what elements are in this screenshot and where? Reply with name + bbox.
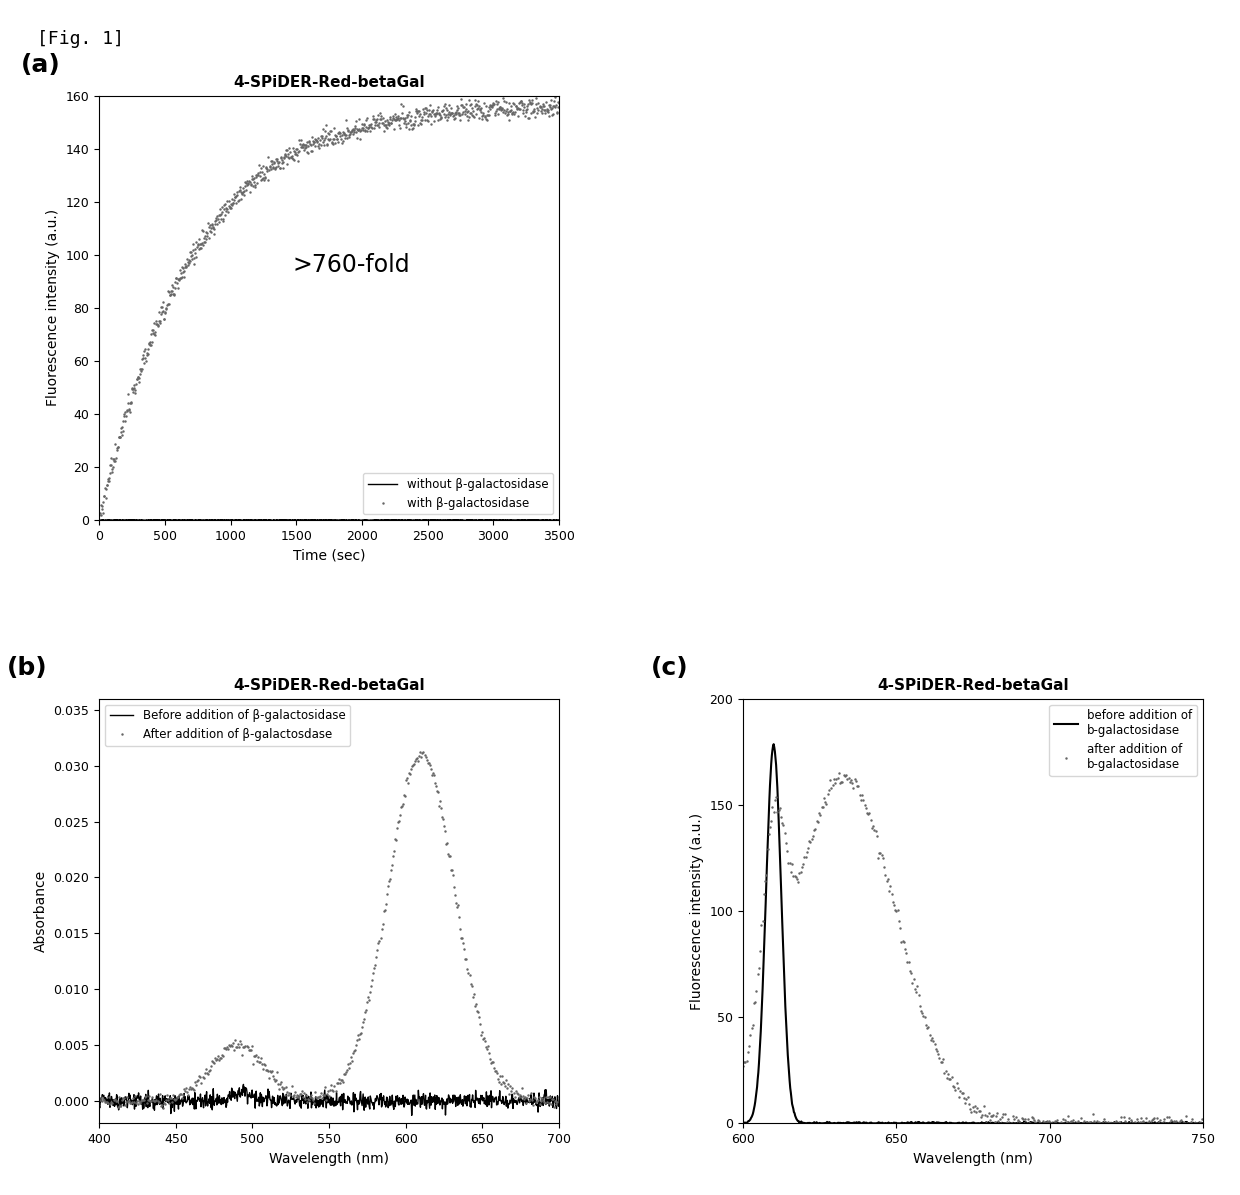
- Before addition of β-galactosidase: [289, 1092, 304, 1107]
- after addition of
b-galactosidase: [966, 1104, 981, 1119]
- before addition of
b-galactosidase: [735, 1116, 750, 1130]
- before addition of
b-galactosidase: [1195, 1116, 1210, 1130]
- after addition of
b-galactosidase: [894, 934, 909, 949]
- before addition of
b-galactosidase: [1100, 1116, 1115, 1130]
- Line: after addition of
b-galactosidase: after addition of b-galactosidase: [742, 772, 1203, 1124]
- Title: 4-SPiDER-Red-betaGal: 4-SPiDER-Red-betaGal: [233, 679, 425, 693]
- Legend: before addition of
b-galactosidase, after addition of
b-galactosidase: before addition of b-galactosidase, afte…: [1049, 705, 1197, 776]
- Text: [Fig. 1]: [Fig. 1]: [37, 30, 124, 48]
- with β-galactosidase: [92, 513, 107, 527]
- Text: >760-fold: >760-fold: [293, 253, 410, 277]
- After addition of β-galactosdase: [92, 1098, 107, 1113]
- After addition of β-galactosdase: [352, 1031, 367, 1046]
- without β-galactosidase: [552, 513, 567, 527]
- after addition of
b-galactosidase: [884, 887, 899, 901]
- with β-galactosidase: [526, 104, 541, 118]
- Before addition of β-galactosidase: [236, 1077, 250, 1091]
- with β-galactosidase: [269, 154, 284, 168]
- Y-axis label: Absorbance: Absorbance: [33, 870, 48, 952]
- with β-galactosidase: [363, 117, 378, 131]
- after addition of
b-galactosidase: [1013, 1116, 1028, 1130]
- X-axis label: Wavelength (nm): Wavelength (nm): [269, 1152, 389, 1165]
- without β-galactosidase: [258, 513, 273, 527]
- Before addition of β-galactosidase: [92, 1091, 107, 1105]
- with β-galactosidase: [495, 100, 510, 115]
- Before addition of β-galactosidase: [439, 1097, 454, 1111]
- Text: (a): (a): [21, 53, 61, 78]
- After addition of β-galactosdase: [143, 1093, 157, 1108]
- with β-galactosidase: [552, 96, 567, 110]
- After addition of β-galactosdase: [427, 768, 441, 783]
- without β-galactosidase: [384, 513, 399, 527]
- without β-galactosidase: [472, 513, 487, 527]
- After addition of β-galactosdase: [551, 1090, 565, 1104]
- with β-galactosidase: [92, 508, 107, 522]
- without β-galactosidase: [187, 513, 202, 527]
- Title: 4-SPiDER-Red-betaGal: 4-SPiDER-Red-betaGal: [877, 679, 1069, 693]
- before addition of
b-galactosidase: [1006, 1116, 1021, 1130]
- X-axis label: Time (sec): Time (sec): [293, 549, 366, 563]
- after addition of
b-galactosidase: [1179, 1109, 1194, 1123]
- Y-axis label: Fluorescence intensity (a.u.): Fluorescence intensity (a.u.): [689, 813, 704, 1010]
- before addition of
b-galactosidase: [823, 1116, 838, 1130]
- Text: (b): (b): [7, 656, 48, 680]
- without β-galactosidase: [365, 513, 379, 527]
- after addition of
b-galactosidase: [978, 1116, 993, 1130]
- before addition of
b-galactosidase: [766, 737, 781, 752]
- without β-galactosidase: [516, 513, 531, 527]
- After addition of β-galactosdase: [413, 744, 428, 759]
- Before addition of β-galactosidase: [212, 1096, 227, 1110]
- before addition of
b-galactosidase: [942, 1116, 957, 1130]
- before addition of
b-galactosidase: [888, 1116, 903, 1130]
- with β-galactosidase: [315, 135, 330, 149]
- After addition of β-galactosdase: [533, 1093, 548, 1108]
- after addition of
b-galactosidase: [1195, 1113, 1210, 1127]
- Y-axis label: Fluorescence intensity (a.u.): Fluorescence intensity (a.u.): [46, 209, 60, 406]
- after addition of
b-galactosidase: [849, 779, 864, 793]
- Title: 4-SPiDER-Red-betaGal: 4-SPiDER-Red-betaGal: [233, 75, 425, 91]
- without β-galactosidase: [126, 514, 141, 528]
- after addition of
b-galactosidase: [831, 766, 846, 780]
- without β-galactosidase: [92, 513, 107, 527]
- before addition of
b-galactosidase: [1029, 1116, 1044, 1130]
- with β-galactosidase: [233, 191, 248, 206]
- Before addition of β-galactosidase: [420, 1096, 435, 1110]
- X-axis label: Wavelength (nm): Wavelength (nm): [913, 1152, 1033, 1165]
- Line: After addition of β-galactosdase: After addition of β-galactosdase: [98, 750, 559, 1109]
- After addition of β-galactosdase: [546, 1092, 560, 1107]
- Line: Before addition of β-galactosidase: Before addition of β-galactosidase: [99, 1084, 559, 1115]
- without β-galactosidase: [309, 513, 324, 527]
- After addition of β-galactosdase: [155, 1101, 170, 1115]
- Before addition of β-galactosidase: [552, 1096, 567, 1110]
- with β-galactosidase: [532, 87, 547, 102]
- Text: (c): (c): [651, 656, 688, 680]
- Legend: without β-galactosidase, with β-galactosidase: without β-galactosidase, with β-galactos…: [363, 473, 553, 514]
- after addition of
b-galactosidase: [735, 1059, 750, 1073]
- Before addition of β-galactosidase: [141, 1097, 156, 1111]
- Before addition of β-galactosidase: [404, 1108, 419, 1122]
- Line: before addition of
b-galactosidase: before addition of b-galactosidase: [743, 744, 1203, 1123]
- Before addition of β-galactosidase: [490, 1095, 505, 1109]
- After addition of β-galactosdase: [170, 1090, 185, 1104]
- Line: with β-galactosidase: with β-galactosidase: [98, 94, 559, 521]
- Legend: Before addition of β-galactosidase, After addition of β-galactosdase: Before addition of β-galactosidase, Afte…: [105, 705, 351, 746]
